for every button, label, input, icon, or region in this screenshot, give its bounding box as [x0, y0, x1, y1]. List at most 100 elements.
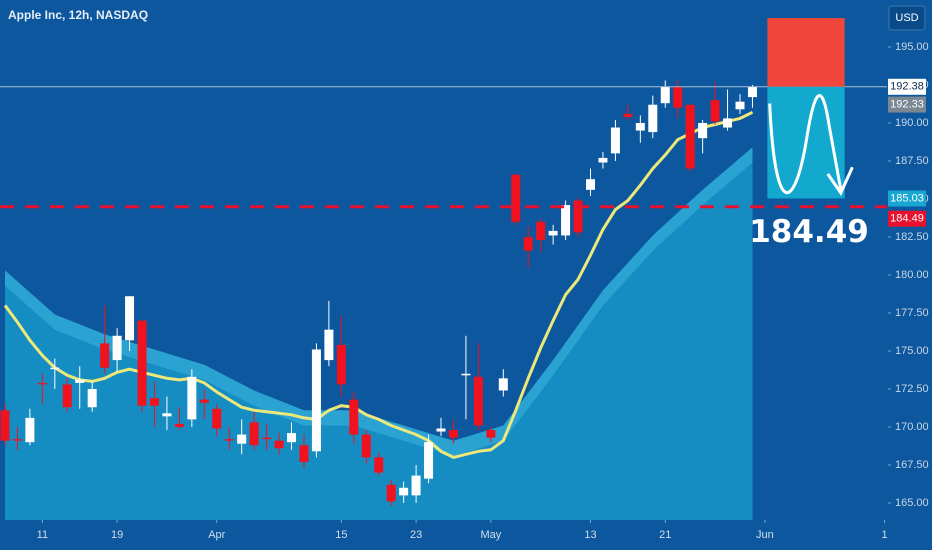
level-label: 184.49: [890, 213, 924, 225]
candle-body: [199, 399, 209, 403]
candle-body: [598, 157, 608, 163]
candle-body: [87, 388, 97, 408]
x-tick-label: Jun: [756, 529, 774, 541]
x-tick-label: 1: [881, 529, 887, 541]
ma-band: [5, 162, 753, 520]
candle-body: [399, 487, 409, 496]
candle-body: [561, 205, 571, 236]
level-annotation: 184.49: [749, 214, 869, 250]
x-tick-label: 11: [37, 529, 48, 541]
y-tick-label: 195.00: [895, 41, 929, 53]
candle-body: [448, 430, 458, 438]
candle-body: [461, 373, 471, 376]
candle-body: [149, 398, 159, 406]
candle-body: [498, 378, 508, 391]
candle-body: [735, 101, 745, 110]
y-tick-label: 190.00: [895, 117, 929, 129]
forecast-arrowhead: [826, 166, 854, 196]
target-label: 185.03: [890, 192, 924, 204]
currency-box[interactable]: [888, 5, 926, 31]
candle-body: [536, 221, 546, 241]
candle-body: [274, 440, 284, 449]
candle-body: [37, 382, 47, 385]
candle-body: [610, 127, 620, 154]
candle-body: [698, 122, 708, 139]
candle-body: [50, 367, 60, 370]
y-tick-label: 187.50: [895, 155, 929, 167]
candle-body: [710, 100, 720, 122]
candle-body: [723, 118, 733, 128]
candle-body: [62, 384, 72, 408]
y-tick-label: 180.00: [895, 269, 929, 281]
candle-body: [162, 413, 172, 417]
candle-body: [548, 230, 558, 236]
x-tick-label: 23: [410, 529, 422, 541]
candle-body: [187, 376, 197, 420]
x-tick-label: 15: [335, 529, 347, 541]
candle-body: [374, 457, 384, 473]
candle-body: [361, 434, 371, 458]
forecast-curve: [768, 94, 843, 195]
y-tick-label: 172.50: [895, 383, 929, 395]
candle-body: [137, 320, 147, 406]
candle-body: [349, 399, 359, 435]
candle-body: [249, 422, 259, 446]
y-tick-label: 177.50: [895, 307, 929, 319]
candle-body: [523, 236, 533, 251]
y-tick-label: 167.50: [895, 459, 929, 471]
x-tick-label: Apr: [208, 529, 225, 541]
candle-body: [685, 104, 695, 169]
candle-body: [212, 408, 222, 429]
last-price-label-box: [888, 78, 926, 95]
candle-body: [112, 335, 122, 361]
target-label-box: [888, 190, 926, 207]
candle-body: [174, 423, 184, 427]
candle-body: [336, 344, 346, 385]
candle-body: [573, 200, 583, 233]
y-tick-label: 165.00: [895, 497, 929, 509]
currency-label[interactable]: USD: [895, 12, 918, 24]
candle-body: [424, 442, 434, 479]
candle-body: [411, 475, 421, 496]
x-tick-label: May: [480, 529, 501, 541]
candle-body: [299, 445, 309, 462]
last-price-label: 192.38: [890, 81, 924, 93]
candle-body: [100, 343, 110, 368]
candle-body: [324, 329, 334, 361]
candle-body: [287, 433, 297, 443]
y-tick-label: 175.00: [895, 345, 929, 357]
candle-body: [386, 484, 396, 502]
y-tick-label: 182.50: [895, 231, 929, 243]
candle-body: [224, 439, 234, 441]
prev-price-label: 192.33: [890, 98, 924, 110]
level-label-box: [888, 210, 926, 227]
stop-zone: [767, 18, 845, 87]
candle-body: [237, 434, 247, 444]
candle-body: [586, 179, 596, 190]
x-tick-label: 21: [659, 529, 671, 541]
candle-body: [125, 296, 135, 341]
candle-body: [436, 428, 446, 432]
candle-body: [0, 410, 10, 441]
candle-body: [75, 379, 85, 383]
candle-body: [262, 437, 272, 440]
candle-body: [12, 439, 22, 441]
x-tick-label: 13: [584, 529, 596, 541]
chart-title: Apple Inc, 12h, NASDAQ: [8, 8, 148, 22]
candle-body: [311, 349, 321, 452]
candle-body: [511, 174, 521, 222]
prev-price-label-box: [888, 96, 926, 113]
candle-body: [648, 104, 658, 133]
plot-area: [0, 80, 757, 521]
candle-body: [486, 430, 496, 438]
candle-body: [673, 86, 683, 108]
candle-body: [473, 376, 483, 426]
y-tick-label: 170.00: [895, 421, 929, 433]
candle-body: [25, 417, 35, 443]
candle-body: [623, 113, 633, 117]
candle-body: [747, 86, 757, 98]
candle-body: [660, 86, 670, 104]
candle-body: [635, 122, 645, 131]
x-tick-label: 19: [111, 529, 123, 541]
